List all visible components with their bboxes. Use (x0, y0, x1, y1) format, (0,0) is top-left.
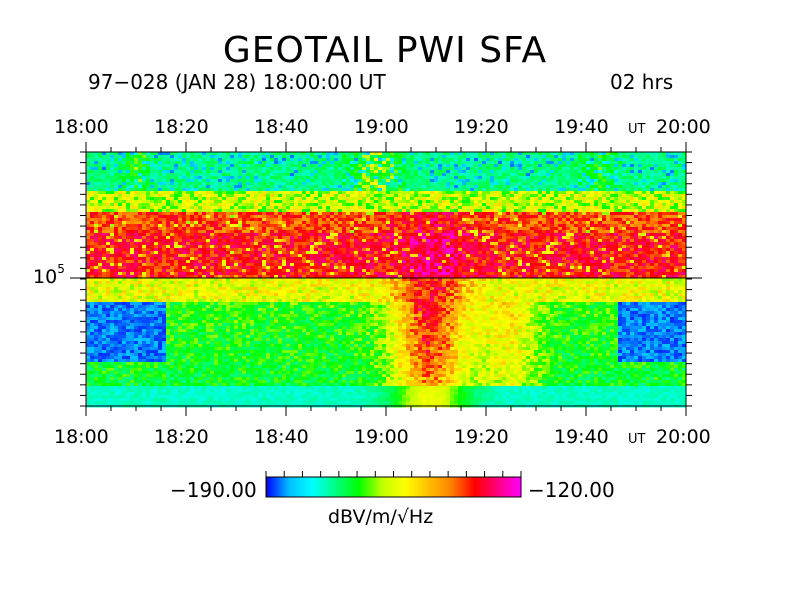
x-tick-label: 20:00 (656, 116, 711, 138)
x-tick-label: 19:00 (354, 426, 409, 448)
chart-title: GEOTAIL PWI SFA (222, 30, 548, 71)
x-tick-label: 18:40 (254, 426, 309, 448)
x-tick-label: 19:20 (454, 426, 509, 448)
x-unit-label: UT (628, 432, 646, 447)
chart-subtitle-date: 97−028 (JAN 28) 18:00:00 UT (88, 70, 386, 94)
y-tick-label: 105 (33, 262, 65, 288)
spectrogram-image (86, 152, 687, 408)
colorbar-max-label: −120.00 (528, 478, 615, 502)
colorbar-min-label: −190.00 (170, 478, 257, 502)
x-tick-label: 19:00 (354, 116, 409, 138)
x-unit-label: UT (628, 122, 646, 137)
colorbar (265, 476, 522, 498)
x-tick-label: 19:40 (554, 116, 609, 138)
x-tick-label: 19:20 (454, 116, 509, 138)
x-tick-label: 19:40 (554, 426, 609, 448)
x-axis (80, 142, 692, 416)
x-tick-label: 18:20 (154, 116, 209, 138)
x-tick-label: 18:00 (54, 116, 109, 138)
x-tick-label: 20:00 (656, 426, 711, 448)
x-tick-label: 18:20 (154, 426, 209, 448)
x-tick-label: 18:40 (254, 116, 309, 138)
x-tick-label: 18:00 (54, 426, 109, 448)
colorbar-unit-label: dBV/m/√Hz (328, 506, 434, 528)
chart-subtitle-duration: 02 hrs (610, 70, 674, 94)
